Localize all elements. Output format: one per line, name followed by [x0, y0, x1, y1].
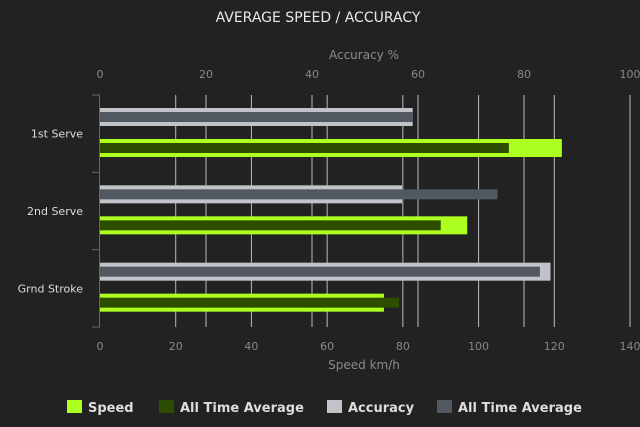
bottom-tick-label: 120	[544, 340, 565, 353]
bottom-tick-label: 0	[97, 340, 104, 353]
bottom-tick-label: 40	[244, 340, 258, 353]
legend-swatch	[437, 400, 452, 413]
top-tick-label: 0	[97, 68, 104, 81]
category-label: Grnd Stroke	[18, 282, 84, 295]
accuracy-average-bar	[100, 112, 413, 122]
category-label: 1st Serve	[31, 128, 83, 141]
bottom-axis-label: Speed km/h	[328, 358, 400, 372]
top-tick-label: 20	[199, 68, 213, 81]
top-tick-label: 40	[305, 68, 319, 81]
bottom-tick-label: 80	[396, 340, 410, 353]
legend-swatch	[327, 400, 342, 413]
legend-swatch	[159, 400, 174, 413]
legend-label: Speed	[88, 401, 134, 416]
legend-label: All Time Average	[180, 401, 304, 416]
legend-swatch	[67, 400, 82, 413]
bottom-tick-label: 140	[620, 340, 640, 353]
top-tick-label: 80	[517, 68, 531, 81]
bottom-tick-label: 100	[468, 340, 489, 353]
bottom-tick-label: 20	[169, 340, 183, 353]
bottom-tick-label: 60	[320, 340, 334, 353]
speed-average-bar	[100, 220, 441, 231]
top-axis-label: Accuracy %	[329, 48, 399, 62]
top-tick-label: 100	[620, 68, 640, 81]
speed-average-bar	[100, 143, 509, 153]
top-tick-label: 60	[411, 68, 425, 81]
legend-label: Accuracy	[348, 401, 415, 416]
chart-title: AVERAGE SPEED / ACCURACY	[216, 10, 421, 26]
category-label: 2nd Serve	[27, 205, 83, 218]
accuracy-average-bar	[100, 189, 498, 200]
accuracy-average-bar	[100, 266, 540, 277]
speed-average-bar	[100, 297, 400, 308]
legend-label: All Time Average	[458, 401, 582, 416]
